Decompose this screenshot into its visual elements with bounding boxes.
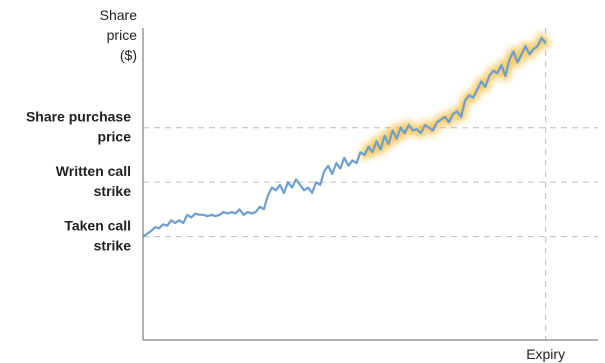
reference-label-1-1: strike xyxy=(94,183,132,199)
y-axis-label-1: price xyxy=(107,27,138,43)
reference-label-1-0: Written call xyxy=(56,163,131,179)
axis-labels: Share purchase price Written call strike Tak… xyxy=(26,7,565,362)
reference-label-2-1: strike xyxy=(94,238,132,254)
share-price-line xyxy=(142,36,547,238)
axes xyxy=(142,28,598,341)
reference-label-0-0: Share purchase xyxy=(26,109,131,125)
x-axis-label: Expiry xyxy=(526,346,565,362)
y-axis-label-0: Share xyxy=(100,7,138,23)
y-axis-label-2: ($) xyxy=(120,47,137,63)
series xyxy=(142,33,551,238)
reference-label-0-1: price xyxy=(98,129,132,145)
reference-label-2-0: Taken call xyxy=(64,218,131,234)
reference-lines xyxy=(143,28,598,340)
